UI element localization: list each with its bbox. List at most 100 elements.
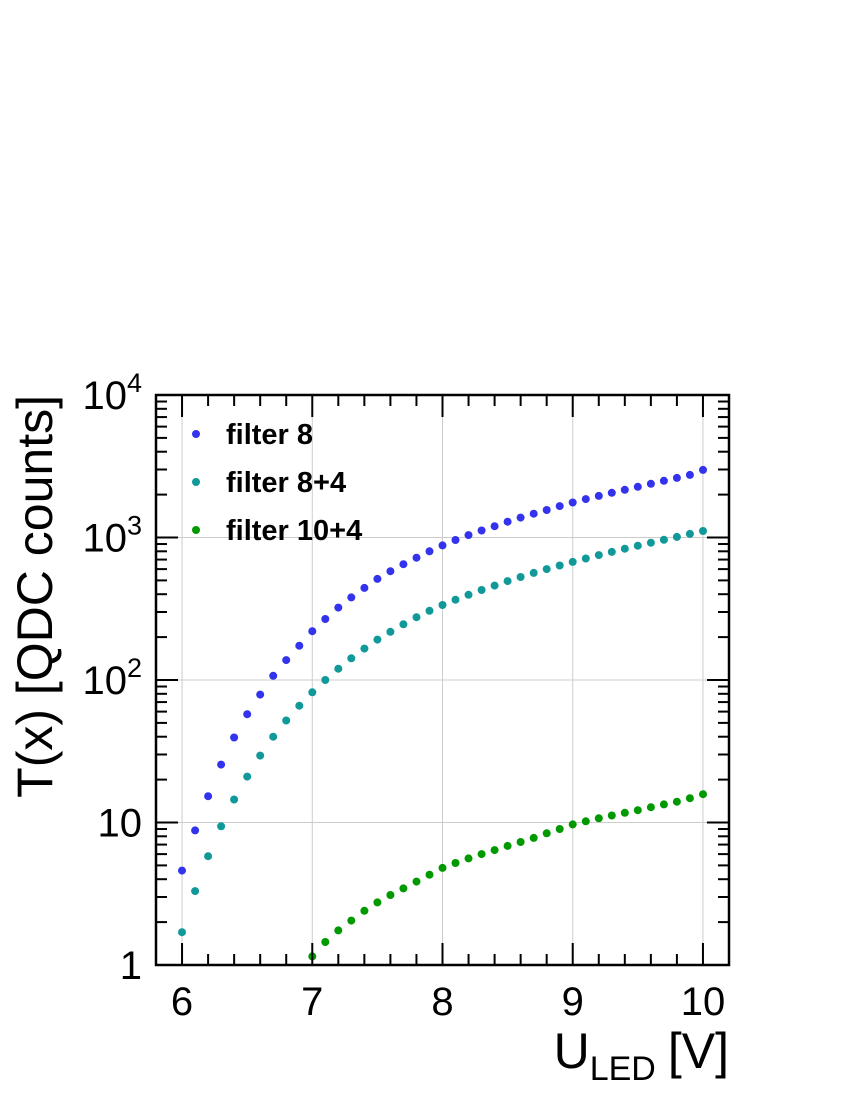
data-point bbox=[230, 733, 239, 742]
data-point bbox=[412, 877, 421, 886]
data-point bbox=[451, 595, 460, 604]
data-point bbox=[425, 870, 434, 879]
data-point bbox=[373, 574, 382, 583]
data-point bbox=[347, 654, 356, 663]
data-point bbox=[542, 829, 551, 838]
data-point bbox=[347, 916, 356, 925]
data-point bbox=[477, 850, 486, 859]
data-point bbox=[685, 794, 694, 803]
data-point bbox=[399, 560, 408, 569]
data-point bbox=[464, 590, 473, 599]
y-tick-label-exponent: 2 bbox=[127, 653, 142, 683]
data-point bbox=[217, 822, 226, 831]
legend-label: filter 8+4 bbox=[226, 467, 346, 499]
y-axis-label: T(x) [QDC counts] bbox=[7, 395, 63, 798]
data-point bbox=[399, 884, 408, 893]
legend-marker bbox=[192, 526, 200, 534]
data-point bbox=[451, 859, 460, 867]
data-point bbox=[360, 906, 369, 915]
data-point bbox=[256, 690, 265, 699]
data-point bbox=[646, 479, 655, 488]
data-point bbox=[542, 506, 551, 514]
data-point bbox=[542, 565, 551, 574]
data-point bbox=[321, 615, 330, 623]
data-point bbox=[672, 797, 681, 806]
x-tick-label: 8 bbox=[431, 980, 453, 1024]
data-point bbox=[516, 513, 525, 522]
data-point bbox=[373, 635, 382, 644]
data-point bbox=[295, 641, 304, 650]
y-tick-label: 1 bbox=[120, 944, 142, 988]
data-point bbox=[477, 586, 486, 594]
data-point bbox=[269, 671, 278, 680]
data-point bbox=[191, 826, 200, 835]
x-tick-label: 6 bbox=[171, 980, 193, 1024]
data-point bbox=[699, 790, 707, 799]
data-point bbox=[334, 603, 343, 612]
data-point bbox=[438, 541, 447, 550]
data-point bbox=[269, 732, 278, 741]
data-point bbox=[516, 573, 525, 581]
data-point bbox=[464, 531, 473, 540]
data-point bbox=[581, 495, 590, 504]
data-point bbox=[659, 535, 668, 544]
data-point bbox=[555, 502, 564, 511]
data-point bbox=[412, 553, 421, 562]
data-point bbox=[529, 568, 538, 577]
data-point bbox=[607, 811, 616, 820]
data-point bbox=[347, 593, 356, 602]
data-point bbox=[295, 701, 304, 710]
data-point bbox=[360, 583, 369, 592]
y-tick-label: 104 bbox=[82, 368, 142, 418]
data-point bbox=[438, 863, 447, 872]
data-point bbox=[204, 792, 213, 801]
data-point bbox=[204, 852, 213, 861]
data-point bbox=[699, 527, 707, 535]
data-point bbox=[282, 656, 291, 665]
series-group bbox=[178, 465, 707, 961]
data-point bbox=[451, 536, 460, 544]
series-filter-10-4 bbox=[308, 790, 707, 961]
data-point bbox=[399, 620, 408, 629]
data-point bbox=[503, 577, 512, 586]
data-point bbox=[620, 544, 629, 553]
data-point bbox=[529, 833, 538, 842]
y-tick-label-exponent: 4 bbox=[127, 368, 142, 398]
legend-marker bbox=[192, 478, 200, 486]
x-tick-label: 10 bbox=[681, 980, 726, 1024]
data-point bbox=[568, 498, 577, 507]
data-point bbox=[503, 517, 512, 526]
legend: filter 8 filter 8+4 filter 10+4 bbox=[192, 419, 362, 547]
data-point bbox=[386, 891, 395, 899]
data-point bbox=[386, 567, 395, 576]
data-point bbox=[646, 803, 655, 812]
series-filter-8-4 bbox=[178, 527, 707, 937]
data-point bbox=[308, 627, 317, 636]
data-point bbox=[672, 473, 681, 482]
data-point bbox=[243, 772, 252, 781]
data-point bbox=[607, 488, 616, 497]
data-point bbox=[334, 926, 343, 935]
y-tick-label-base: 10 bbox=[82, 374, 127, 418]
data-point bbox=[620, 485, 629, 494]
data-point bbox=[594, 491, 603, 500]
x-axis-label-main: U bbox=[554, 1023, 590, 1079]
data-point bbox=[334, 664, 343, 673]
data-point bbox=[243, 710, 252, 719]
data-point bbox=[568, 557, 577, 566]
y-tick-label: 103 bbox=[82, 511, 142, 561]
data-point bbox=[256, 751, 265, 760]
x-axis-label-unit: [V] bbox=[668, 1023, 729, 1079]
data-point bbox=[672, 532, 681, 541]
data-point bbox=[386, 627, 395, 636]
data-point bbox=[555, 825, 564, 833]
data-point bbox=[581, 817, 590, 826]
data-point bbox=[685, 529, 694, 538]
data-point bbox=[282, 716, 291, 725]
data-point bbox=[633, 806, 642, 815]
data-point bbox=[594, 814, 603, 823]
data-point bbox=[360, 644, 369, 653]
data-point bbox=[503, 841, 512, 850]
